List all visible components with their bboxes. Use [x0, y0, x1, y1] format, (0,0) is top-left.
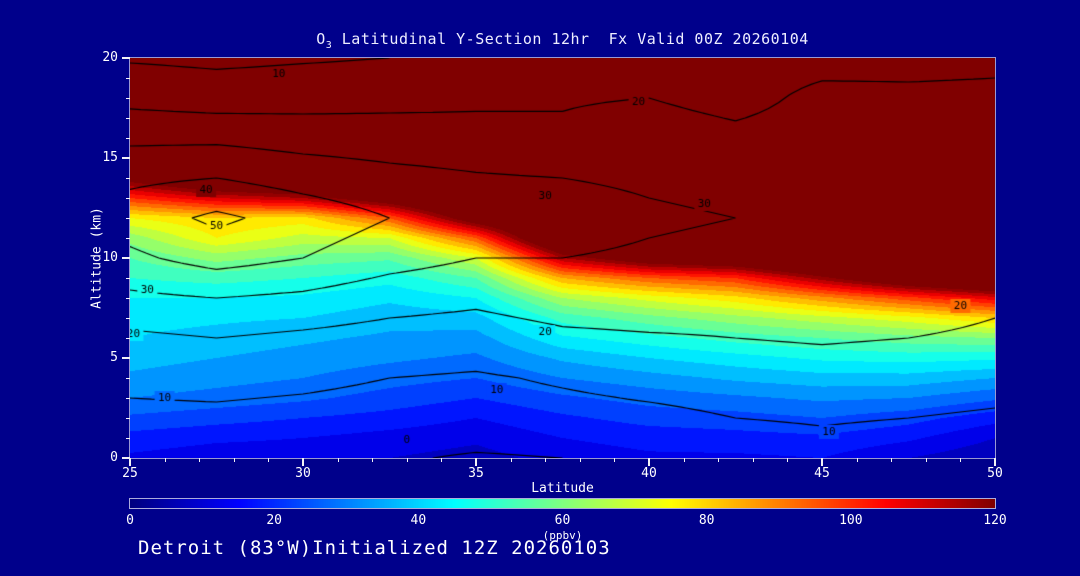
y-tick-minor	[126, 138, 130, 139]
x-tick-major	[648, 458, 650, 466]
colorbar-tick-label: 80	[698, 513, 715, 528]
plot-title: O3 Latitudinal Y-Section 12hr Fx Valid 0…	[130, 30, 995, 51]
y-tick-minor	[126, 78, 130, 79]
y-tick-label: 15	[102, 150, 118, 165]
colorbar-tick-label: 60	[554, 513, 571, 528]
x-tick-minor	[268, 458, 270, 462]
colorbar-tick-label: 100	[839, 513, 863, 528]
x-tick-label: 30	[295, 466, 311, 481]
title-species-subscript: 3	[325, 40, 333, 51]
x-tick-minor	[718, 458, 720, 462]
y-tick-minor	[126, 338, 130, 339]
y-tick-major	[122, 457, 130, 459]
y-tick-minor	[126, 278, 130, 279]
title-text: Latitudinal Y-Section 12hr Fx Valid 00Z …	[332, 30, 809, 48]
x-tick-label: 40	[641, 466, 657, 481]
y-tick-minor	[126, 318, 130, 319]
y-tick-label: 10	[102, 250, 118, 265]
colorbar-canvas	[129, 498, 996, 509]
x-tick-minor	[856, 458, 858, 462]
y-tick-minor	[126, 218, 130, 219]
x-tick-minor	[925, 458, 927, 462]
colorbar-tick-label: 0	[126, 513, 134, 528]
x-tick-minor	[510, 458, 512, 462]
colorbar-units-label: (ppbv)	[542, 529, 583, 542]
x-tick-minor	[752, 458, 754, 462]
x-tick-minor	[406, 458, 408, 462]
x-tick-minor	[199, 458, 201, 462]
x-tick-major	[302, 458, 304, 466]
y-tick-minor	[126, 298, 130, 299]
x-tick-minor	[614, 458, 616, 462]
y-tick-label: 5	[110, 350, 118, 365]
x-axis-label: Latitude	[531, 481, 594, 496]
x-tick-major	[994, 458, 996, 466]
x-tick-label: 45	[814, 466, 830, 481]
x-tick-minor	[233, 458, 235, 462]
x-tick-label: 35	[468, 466, 484, 481]
x-tick-major	[821, 458, 823, 466]
x-tick-minor	[579, 458, 581, 462]
x-tick-minor	[545, 458, 547, 462]
y-tick-minor	[126, 98, 130, 99]
colorbar-tick-label: 120	[983, 513, 1007, 528]
x-tick-minor	[441, 458, 443, 462]
x-tick-minor	[891, 458, 893, 462]
x-tick-minor	[372, 458, 374, 462]
y-tick-minor	[126, 398, 130, 399]
title-species: O	[316, 30, 326, 48]
y-tick-minor	[126, 178, 130, 179]
x-tick-label: 50	[987, 466, 1003, 481]
colorbar-tick-label: 20	[266, 513, 282, 528]
x-tick-minor	[960, 458, 962, 462]
x-tick-major	[475, 458, 477, 466]
station-caption: Detroit (83°W)Initialized 12Z 20260103	[138, 537, 611, 559]
x-tick-minor	[683, 458, 685, 462]
o3-cross-section-canvas	[129, 57, 996, 459]
y-tick-minor	[126, 238, 130, 239]
y-tick-minor	[126, 198, 130, 199]
y-tick-major	[122, 257, 130, 259]
y-tick-major	[122, 157, 130, 159]
colorbar-tick-label: 40	[410, 513, 427, 528]
y-tick-major	[122, 357, 130, 359]
y-tick-minor	[126, 438, 130, 439]
y-tick-minor	[126, 378, 130, 379]
x-tick-minor	[337, 458, 339, 462]
y-tick-minor	[126, 118, 130, 119]
y-tick-minor	[126, 418, 130, 419]
x-tick-label: 25	[122, 466, 138, 481]
x-tick-major	[129, 458, 131, 466]
x-tick-minor	[164, 458, 166, 462]
y-tick-major	[122, 57, 130, 59]
y-tick-label: 0	[110, 450, 118, 465]
y-tick-label: 20	[102, 50, 118, 65]
x-tick-minor	[787, 458, 789, 462]
